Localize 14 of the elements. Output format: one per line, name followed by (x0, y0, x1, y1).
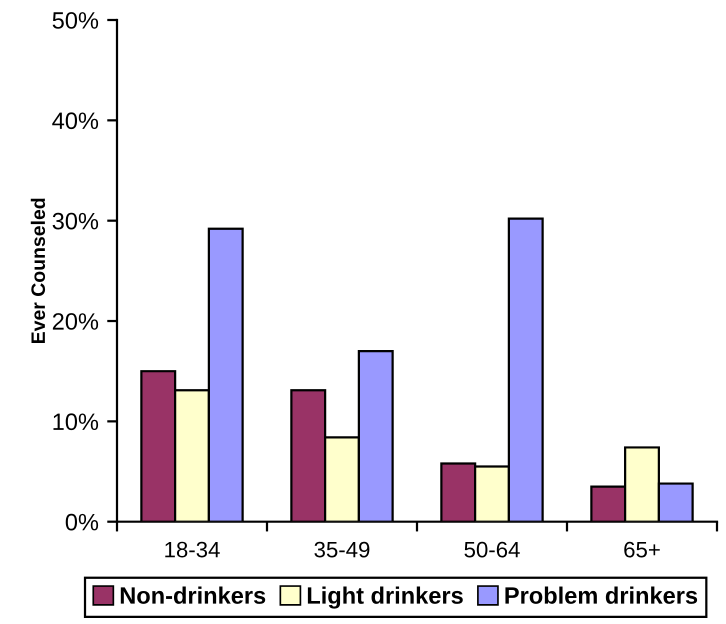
legend-label: Light drinkers (308, 586, 463, 609)
y-tick-label: 40% (52, 112, 98, 130)
y-tick-label: 50% (52, 12, 98, 29)
x-tick-label: 65+ (624, 542, 660, 558)
y-tick-label: 30% (52, 212, 98, 230)
y-axis-title: Ever Counseled (30, 198, 46, 344)
y-tick-label: 20% (52, 313, 98, 330)
x-tick-label: 35-49 (314, 542, 370, 558)
y-tick-label: 0% (66, 514, 98, 530)
x-tick-label: 18-34 (165, 542, 220, 558)
legend-label: Problem drinkers (505, 586, 698, 604)
legend-label: Non-drinkers (120, 586, 266, 604)
y-tick-label: 10% (53, 413, 98, 430)
x-tick-label: 50-64 (464, 542, 520, 558)
